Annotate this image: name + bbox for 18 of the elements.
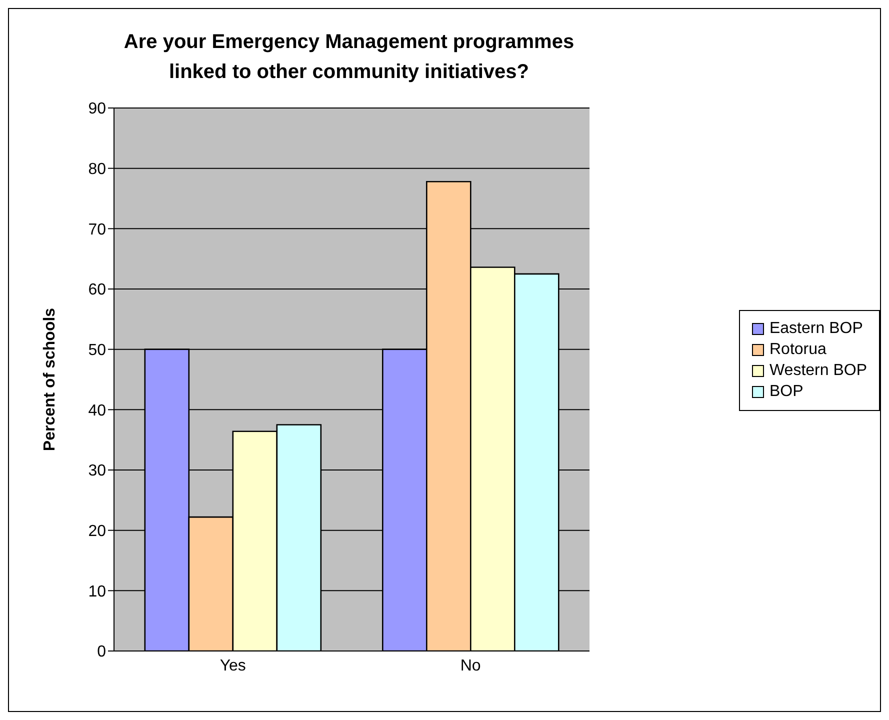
y-tick-label: 10: [88, 583, 106, 600]
x-tick-label: Yes: [220, 657, 246, 674]
y-tick-label: 90: [88, 100, 106, 118]
y-tick-label: 60: [88, 282, 106, 299]
y-tick-label: 20: [88, 523, 106, 540]
legend-label: Western BOP: [769, 362, 867, 380]
chart-title: Are your Emergency Management programmes linked to other community initiatives?: [122, 30, 576, 85]
y-tick-label: 80: [88, 161, 106, 178]
x-tick-label: No: [460, 657, 481, 674]
legend-label: BOP: [769, 382, 804, 400]
y-tick-label: 40: [88, 402, 106, 420]
legend-label: Eastern BOP: [769, 320, 863, 338]
y-axis-title: Percent of schools: [42, 308, 59, 452]
y-tick-label: 0: [97, 644, 106, 661]
y-tick-label: 50: [88, 342, 106, 360]
legend-label: Rotorua: [769, 340, 826, 358]
y-tick-label: 30: [88, 462, 106, 480]
y-tick-label: 70: [88, 221, 106, 238]
